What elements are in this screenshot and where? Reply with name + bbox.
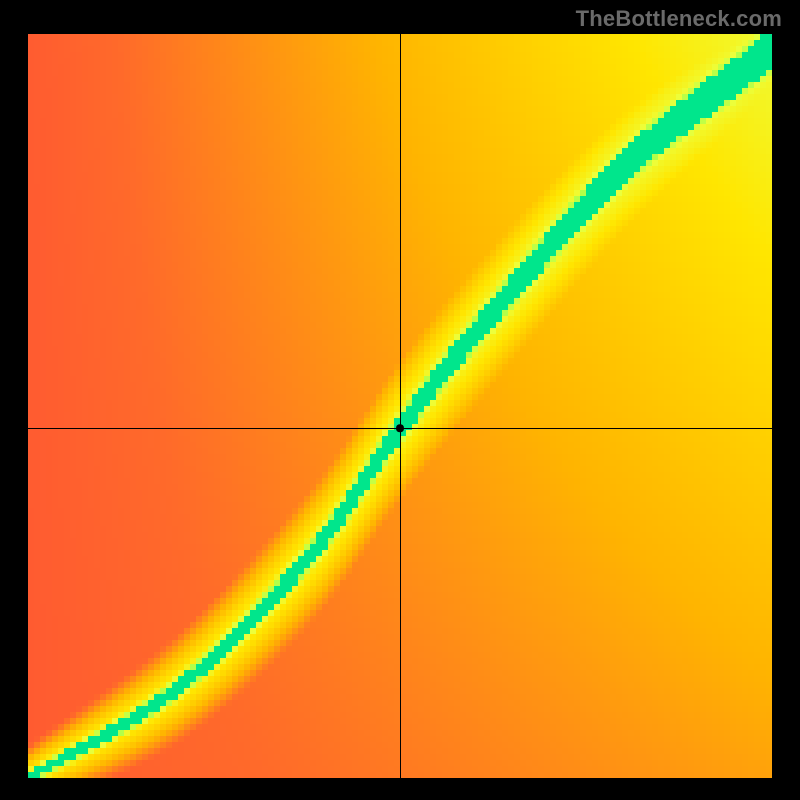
crosshair-overlay bbox=[28, 34, 772, 778]
chart-container: TheBottleneck.com bbox=[0, 0, 800, 800]
watermark-text: TheBottleneck.com bbox=[576, 6, 782, 32]
